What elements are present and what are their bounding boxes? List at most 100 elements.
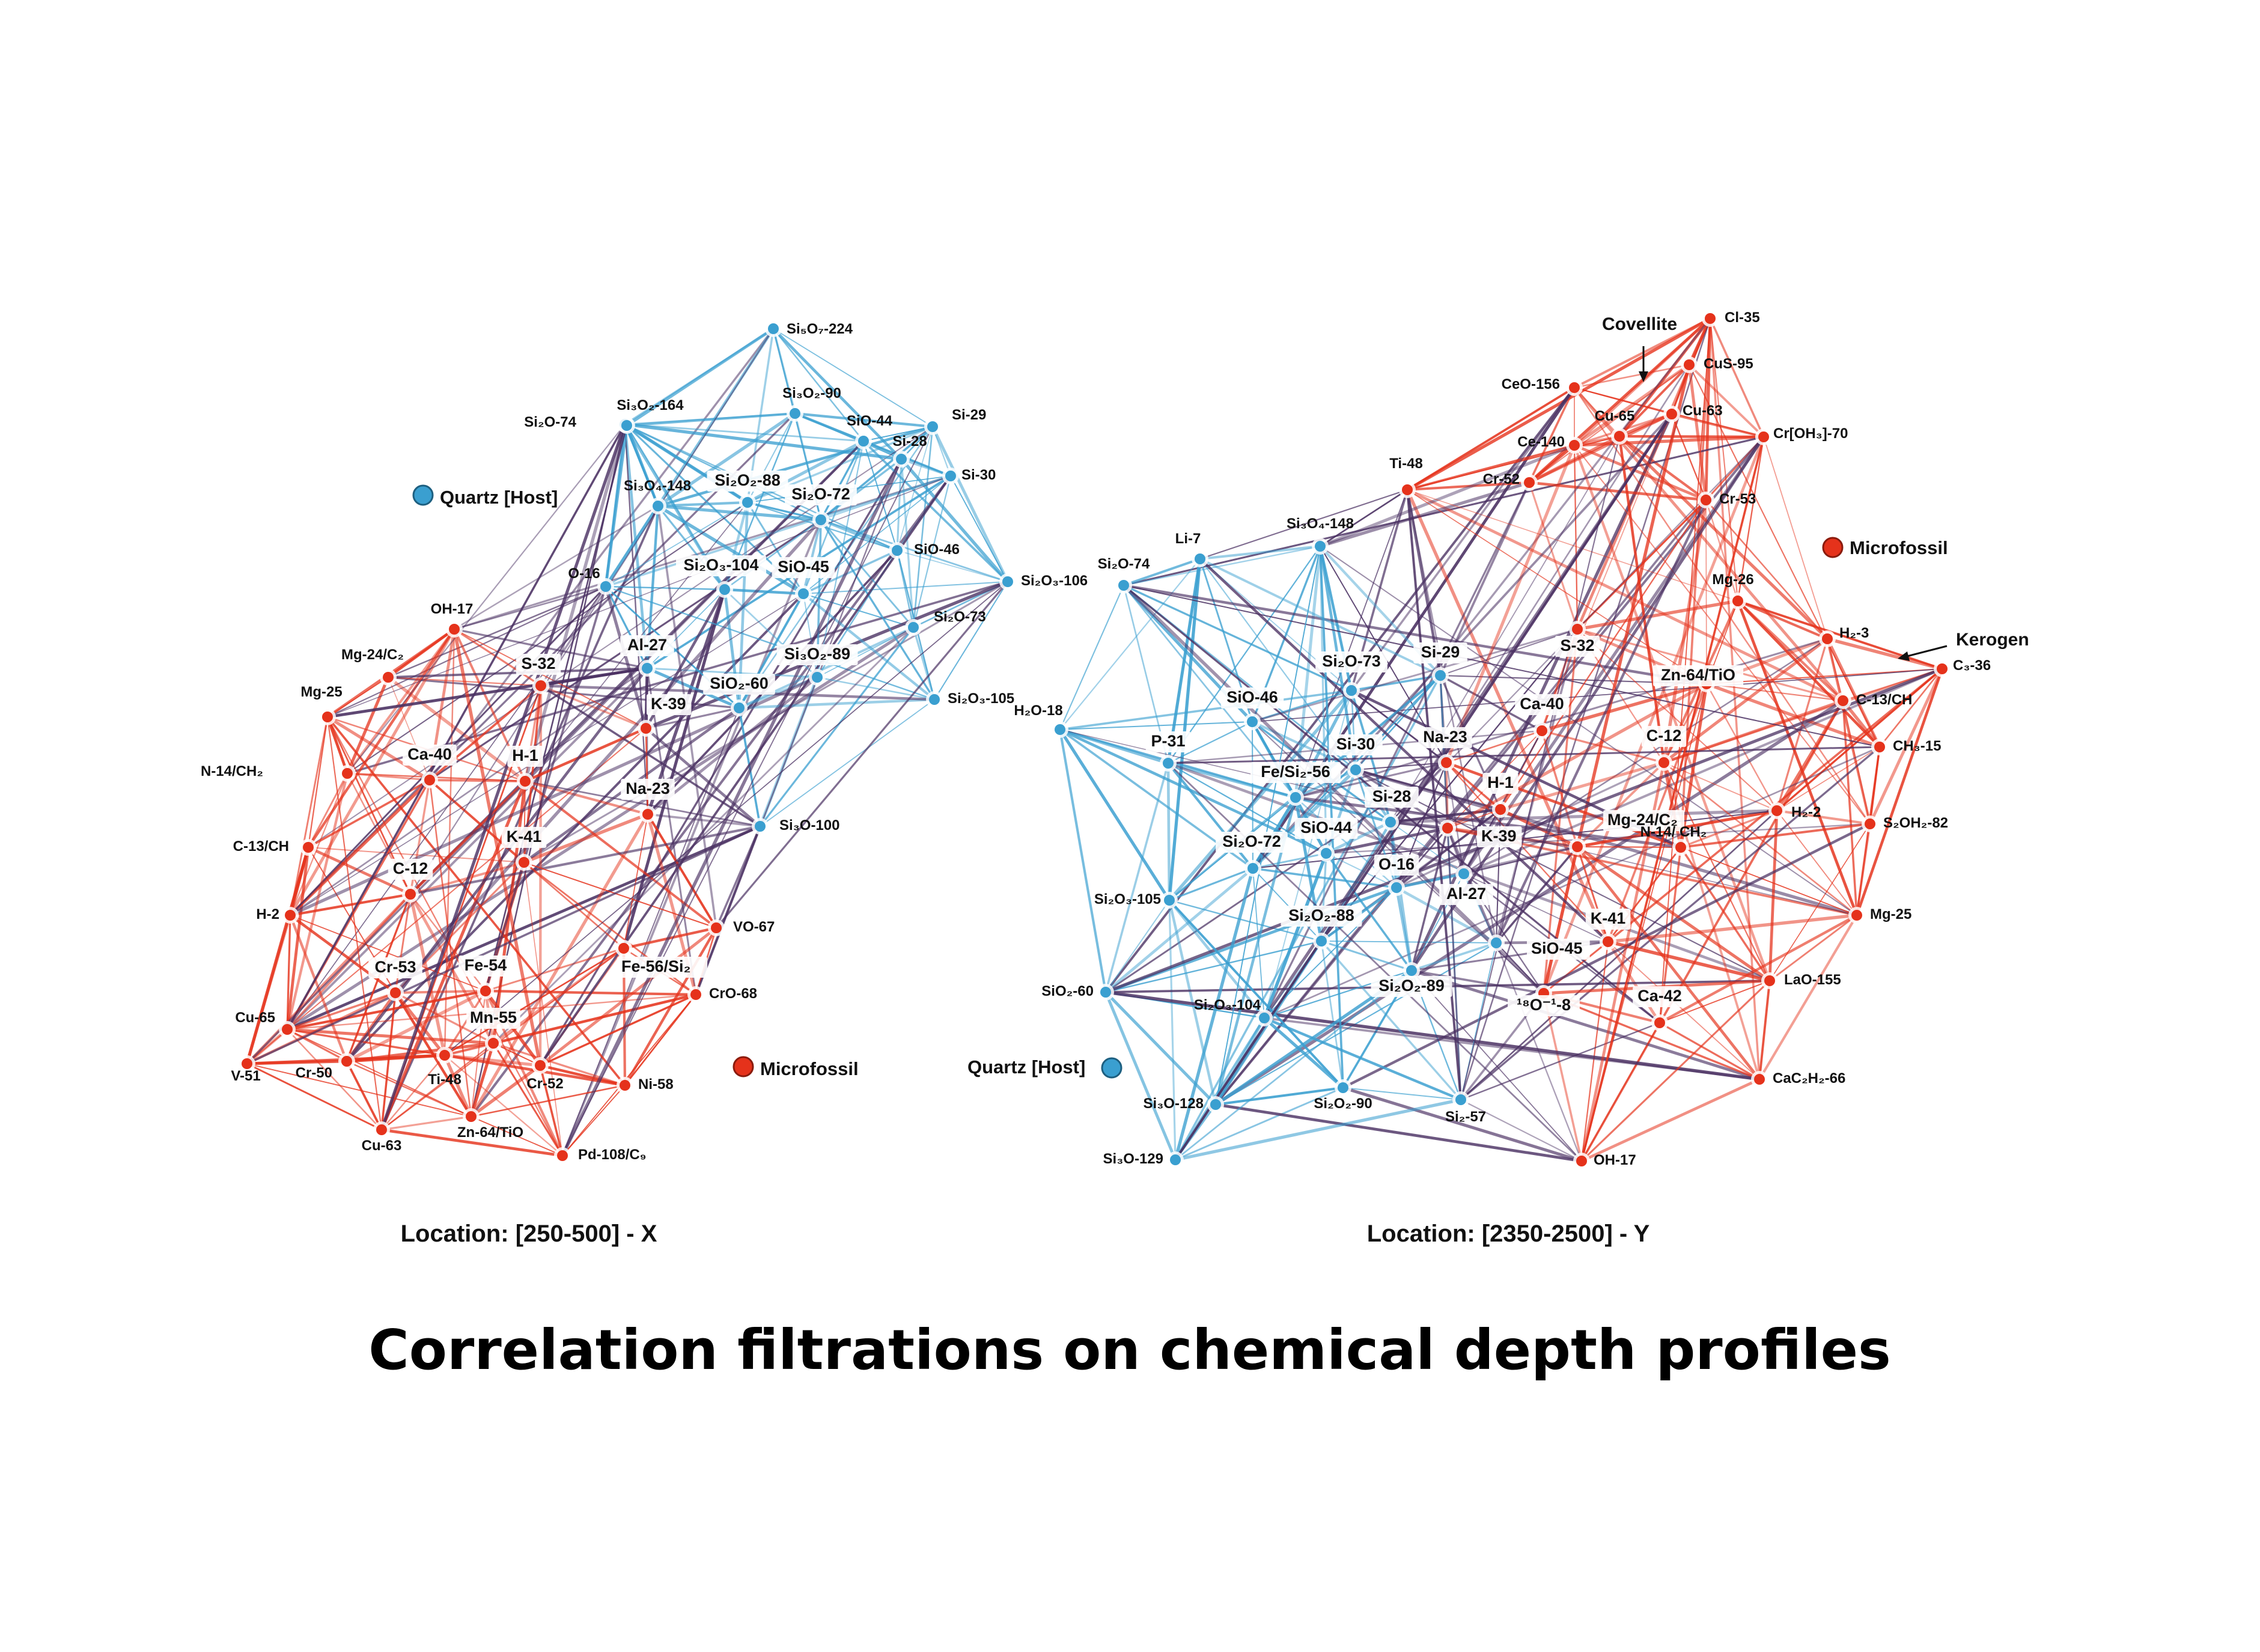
left-edge [657,425,933,508]
left-node: Si₃O₂-89 [776,644,858,686]
left-edge [289,675,818,917]
left-node-label: Ti-48 [428,1071,461,1088]
right-edge [1460,1099,1582,1162]
right-node: Na-23 [1418,727,1472,771]
left-edge [562,1085,626,1156]
right-node-label: CeO-156 [1502,376,1560,392]
left-edge [287,1028,494,1045]
left-node-dot [449,624,460,635]
left-node: Si₂O-73 [905,609,986,636]
right-edge [1326,823,1871,855]
right-node-dot [1350,764,1361,775]
right-node-label-box [1413,642,1467,663]
left-node-label: Fe-54 [464,956,507,974]
left-edge [485,947,624,992]
left-edge [394,992,446,1056]
left-edge [327,586,606,718]
left-node-label: N-14/CH₂ [201,763,263,779]
right-node-label: N-14/ CH₂ [1640,824,1707,840]
right-edge [1680,318,1711,848]
right-edge [1576,761,1665,848]
right-node-label: Cr[OH₃]-70 [1773,425,1848,442]
right-node-label-box [1145,731,1191,752]
right-edge [1500,499,1707,810]
right-edge [1104,992,1177,1160]
right-edge [1123,558,1201,587]
left-node-label-box [516,654,561,675]
left-edge [454,628,648,669]
right-edge [1680,809,1777,849]
right-edge [1446,682,1708,830]
left-network: Si₅O₇-224 Si₃O₂-164 Si₃O₂-90 Si₂O-74 SiO-44 S… [201,320,1088,1164]
right-node-dot [1771,805,1782,816]
right-edge [1573,445,1579,630]
right-node-dot [1654,1017,1665,1028]
right-node: P-31 [1145,731,1191,772]
left-edge [746,502,805,594]
right-edge [1581,1022,1660,1162]
right-node-label-box [1439,884,1493,905]
right-node: Si₂O-74 [1098,556,1150,594]
left-network-edges [245,327,1010,1157]
left-node: SiO-45 [772,557,835,602]
right-network-edges [1058,317,1944,1163]
left-edge [246,440,865,1065]
left-node-label: Si₂O₃-104 [683,556,758,574]
right-edge [1252,852,1327,870]
right-edge [1463,668,1943,875]
left-node-dot [653,501,663,511]
right-edge [1350,386,1576,692]
left-edge [381,1043,494,1130]
left-edge [346,628,455,775]
left-edge [290,892,411,917]
right-node: Si-28 [1365,787,1419,831]
left-edge [931,425,1010,583]
right-node-label: ¹⁸O⁻¹-8 [1517,996,1571,1014]
right-edge [1671,413,1707,501]
right-node-dot [1572,624,1583,635]
left-edge [624,328,774,425]
right-node: Si₂O₂-90 [1314,1079,1372,1112]
left-edge [327,475,951,718]
right-node-label: Mg-26 [1712,571,1753,588]
right-node-label: Cr-53 [1719,491,1756,507]
left-node-dot [383,672,394,683]
left-edge [561,519,822,1156]
left-edge [645,728,649,815]
left-node: K-39 [638,694,692,737]
left-edge [625,425,660,507]
left-edge [817,676,935,701]
right-node-label: SiO-46 [1226,688,1278,706]
left-edge [347,502,748,774]
right-node: Cl-35 [1702,309,1760,327]
left-node: K-41 [501,827,547,871]
left-node-dot [600,581,611,592]
right-node-label-box [1633,986,1687,1007]
right-edge [1263,482,1531,1019]
right-edge [1406,489,1462,1100]
left-edge [647,813,717,929]
right-edge [1580,436,1765,1162]
left-edge [394,519,823,994]
left-node-dot [945,471,956,481]
left-edge [934,581,1008,700]
right-node-dot [1666,409,1677,419]
left-node-label: OH-17 [431,601,474,617]
right-edge [1576,845,1771,983]
right-edge [1295,761,1447,799]
right-edge [1855,668,1944,916]
left-edge [539,1065,564,1156]
left-node-label: Cr-52 [526,1076,563,1092]
left-legend-quartz-swatch [412,484,434,506]
left-node-label: Cr-53 [374,958,416,976]
right-node: Ce-140 [1517,434,1583,454]
right-node: Si₂O₂-88 [1281,906,1362,949]
left-edge [410,824,761,896]
right-node-label-box [1281,906,1362,927]
right-node-label: C-13/CH [1856,692,1912,708]
right-node: LaO-155 [1761,972,1841,989]
right-node-label: Ca-42 [1637,987,1682,1005]
left-node: H-2 [256,906,299,924]
right-edge [1252,689,1352,723]
left-node-dot [466,1111,477,1122]
